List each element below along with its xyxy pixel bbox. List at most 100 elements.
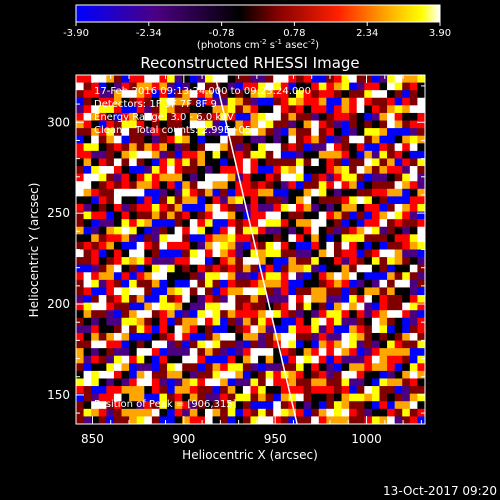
heatmap-cell xyxy=(212,310,221,319)
heatmap-cell xyxy=(280,279,289,288)
heatmap-cell xyxy=(318,143,327,152)
heatmap-cell xyxy=(91,105,100,114)
heatmap-cell xyxy=(371,135,380,144)
heatmap-cell xyxy=(409,370,418,379)
heatmap-cells xyxy=(76,75,425,424)
heatmap-cell xyxy=(189,135,198,144)
heatmap-cell xyxy=(227,264,236,273)
heatmap-cell xyxy=(288,173,297,182)
heatmap-cell xyxy=(349,196,358,205)
heatmap-cell xyxy=(151,82,160,91)
heatmap-cell xyxy=(159,143,168,152)
heatmap-cell xyxy=(204,105,213,114)
heatmap-cell xyxy=(174,150,183,159)
heatmap-cell xyxy=(364,386,373,395)
heatmap-cell xyxy=(311,302,320,311)
heatmap-cell xyxy=(288,234,297,243)
heatmap-cell xyxy=(364,408,373,417)
heatmap-cell xyxy=(204,196,213,205)
heatmap-cell xyxy=(159,386,168,395)
heatmap-cell xyxy=(402,264,411,273)
heatmap-cell xyxy=(394,82,403,91)
heatmap-cell xyxy=(174,75,183,83)
heatmap-cell xyxy=(189,340,198,349)
heatmap-cell xyxy=(113,234,122,243)
heatmap-cell xyxy=(76,82,84,91)
x-tick-label: 1000 xyxy=(351,432,382,446)
heatmap-cell xyxy=(288,97,297,106)
heatmap-cell xyxy=(212,355,221,364)
heatmap-cell xyxy=(136,112,145,121)
heatmap-cell xyxy=(349,332,358,341)
heatmap-cell xyxy=(303,219,312,228)
heatmap-cell xyxy=(182,386,191,395)
heatmap-cell xyxy=(402,241,411,250)
heatmap-cell xyxy=(136,143,145,152)
heatmap-cell xyxy=(151,158,160,167)
heatmap-cell xyxy=(409,332,418,341)
heatmap-cell xyxy=(151,135,160,144)
heatmap-cell xyxy=(144,226,153,235)
heatmap-cell xyxy=(182,188,191,197)
heatmap-cell xyxy=(91,279,100,288)
heatmap-cell xyxy=(356,166,365,175)
heatmap-cell xyxy=(83,249,92,258)
heatmap-cell xyxy=(98,112,107,121)
heatmap-cell xyxy=(106,211,115,220)
heatmap-cell xyxy=(288,158,297,167)
heatmap-cell xyxy=(250,196,259,205)
heatmap-cell xyxy=(394,264,403,273)
heatmap-cell xyxy=(379,128,388,137)
heatmap-cell xyxy=(91,90,100,99)
heatmap-cell xyxy=(356,279,365,288)
heatmap-cell xyxy=(288,378,297,387)
heatmap-cell xyxy=(129,401,138,410)
heatmap-cell xyxy=(144,90,153,99)
heatmap-cell xyxy=(296,408,305,417)
heatmap-cell xyxy=(288,363,297,372)
heatmap-cell xyxy=(76,211,84,220)
heatmap-cell xyxy=(371,105,380,114)
heatmap-cell xyxy=(356,340,365,349)
heatmap-cell xyxy=(189,279,198,288)
heatmap-cell xyxy=(136,340,145,349)
peak-position-label: Position of Peak = [906,315] xyxy=(94,399,237,410)
heatmap-cell xyxy=(167,234,176,243)
heatmap-cell xyxy=(174,181,183,190)
heatmap-cell xyxy=(98,75,107,83)
heatmap-cell xyxy=(394,401,403,410)
heatmap-cell xyxy=(212,128,221,137)
heatmap-cell xyxy=(197,370,206,379)
heatmap-cell xyxy=(83,211,92,220)
heatmap-cell xyxy=(356,120,365,129)
heatmap-cell xyxy=(387,295,396,304)
heatmap-cell xyxy=(220,166,229,175)
heatmap-cell xyxy=(76,188,84,197)
heatmap-cell xyxy=(182,150,191,159)
heatmap-cell xyxy=(212,211,221,220)
heatmap-cell xyxy=(144,188,153,197)
heatmap-cell xyxy=(250,363,259,372)
heatmap-cell xyxy=(288,120,297,129)
heatmap-cell xyxy=(273,408,282,417)
heatmap-cell xyxy=(303,120,312,129)
heatmap-cell xyxy=(356,219,365,228)
heatmap-cell xyxy=(129,158,138,167)
heatmap-cell xyxy=(76,264,84,273)
heatmap-cell xyxy=(296,287,305,296)
heatmap-cell xyxy=(258,257,267,266)
heatmap-cell xyxy=(349,401,358,410)
heatmap-cell xyxy=(402,302,411,311)
heatmap-cell xyxy=(333,112,342,121)
annotation-time-range: 17-Feb-2016 09:13:24.000 to 09:23:24.000 xyxy=(94,86,311,97)
heatmap-cell xyxy=(174,234,183,243)
heatmap-cell xyxy=(227,234,236,243)
heatmap-cell xyxy=(235,370,244,379)
heatmap-cell xyxy=(280,196,289,205)
heatmap-cell xyxy=(197,287,206,296)
heatmap-cell xyxy=(242,120,251,129)
heatmap-cell xyxy=(288,188,297,197)
heatmap-cell xyxy=(197,90,206,99)
heatmap-cell xyxy=(288,241,297,250)
heatmap-cell xyxy=(129,188,138,197)
